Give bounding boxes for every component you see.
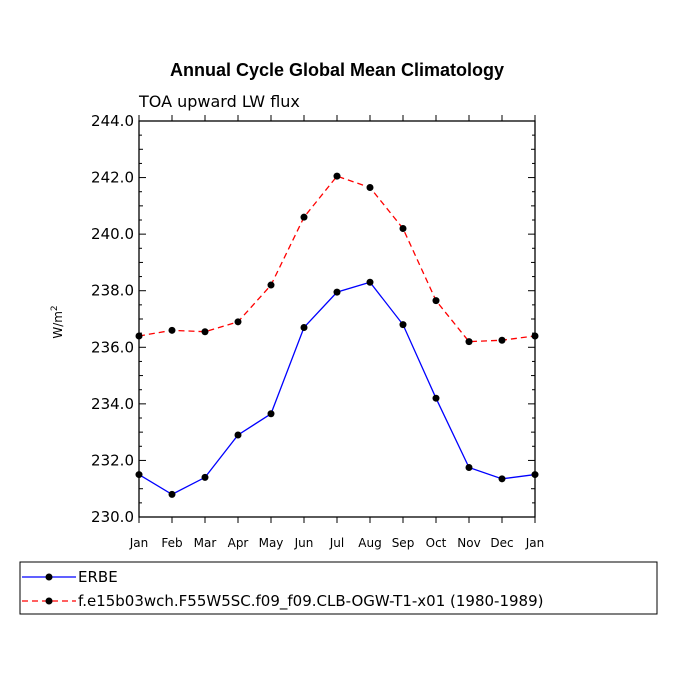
series-0-point [267,410,275,418]
series-1-point [234,318,242,326]
x-tick-label: Jul [329,536,344,550]
series-1-point [168,326,176,334]
legend-label-model: f.e15b03wch.F55W5SC.f09_f09.CLB-OGW-T1-x… [78,592,543,611]
y-tick-label: 230.0 [91,508,134,526]
legend-label-erbe: ERBE [78,568,118,586]
series-0-point [366,278,374,286]
legend-entry-model: f.e15b03wch.F55W5SC.f09_f09.CLB-OGW-T1-x… [22,592,543,611]
series-1-point [333,172,341,180]
x-tick-label: May [259,536,284,550]
series-1-point [432,297,440,305]
y-tick-label: 236.0 [91,338,134,356]
axis-ticks [138,115,536,523]
series-0-point [465,464,473,471]
y-axis-label: W/m2 [50,305,65,338]
series-0-point [498,475,506,483]
x-tick-label: Jun [294,536,314,550]
series-0-point [531,471,539,479]
y-axis-label-superscript: 2 [50,305,60,311]
series-1-point [201,328,209,336]
legend-marker-model [45,597,53,605]
y-tick-label: 238.0 [91,282,134,300]
series-1-point [498,336,506,344]
y-tick-label: 234.0 [91,395,134,413]
legend-marker-erbe [45,573,53,581]
chart-title: Annual Cycle Global Mean Climatology [170,60,504,80]
series-1-point [465,338,473,346]
series-0-point [168,490,176,498]
x-tick-label: Nov [457,536,480,550]
series-1-point [135,332,143,340]
legend-entry-erbe: ERBE [22,568,118,586]
series-0-point [432,394,440,402]
series-line-0 [138,281,536,496]
x-tick-label: Jan [129,536,149,550]
y-tick-label: 242.0 [91,169,134,187]
series-group [135,172,539,498]
series-0-point [234,431,242,439]
series-1-point [399,224,407,232]
series-0-point [135,471,143,479]
x-tick-label: Aug [358,536,381,550]
y-tick-label: 232.0 [91,451,134,469]
x-tick-label: Feb [161,536,182,550]
series-0-point [399,321,407,329]
series-1-point [300,213,308,221]
x-tick-label: Apr [228,536,249,550]
series-1-point [267,281,275,289]
x-tick-label: Oct [426,536,447,550]
series-0-point [333,288,341,296]
legend-box [19,561,658,615]
y-tick-label: 240.0 [91,225,134,243]
chart-subtitle: TOA upward LW flux [138,92,300,111]
x-tick-label: Dec [490,536,513,550]
series-1-point [531,332,539,340]
plot-frame [138,120,536,518]
y-tick-labels: 230.0 232.0 234.0 236.0 238.0 240.0 242.0 244.0 [91,112,134,526]
series-1-point [366,183,374,191]
y-axis-label-unit: W/m [51,311,65,339]
x-tick-labels: Jan Feb Mar Apr May Jun Jul Aug Sep Oct Nov Dec Jan [129,536,545,550]
series-0-point [300,323,308,331]
series-line-1 [138,175,536,343]
x-tick-label: Jan [525,536,545,550]
x-tick-label: Mar [194,536,217,550]
y-tick-label: 244.0 [91,112,134,130]
series-0-point [201,473,209,481]
x-tick-label: Sep [392,536,415,550]
